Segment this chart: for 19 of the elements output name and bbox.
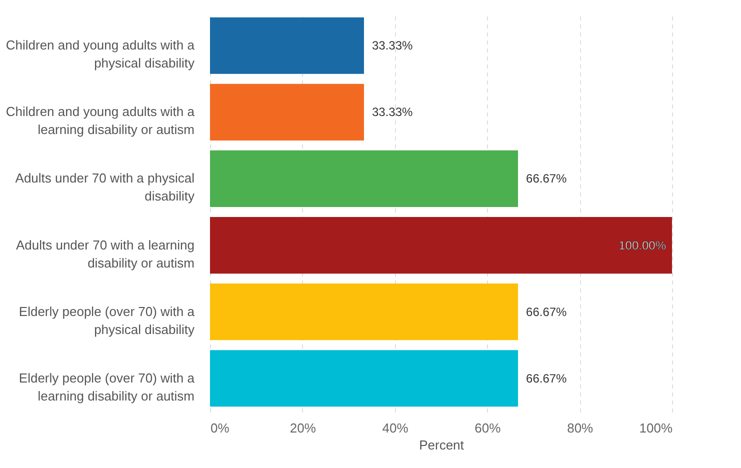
- y-tick-label: Adults under 70 with a learning disability or autism: [16, 237, 194, 270]
- x-tick-label: 60%: [474, 420, 502, 436]
- data-label: 66.67%: [526, 304, 568, 319]
- data-label: 100.00%: [618, 238, 666, 252]
- y-tick-label: Elderly people (over 70) with a physical disability: [18, 304, 196, 337]
- data-label: 66.67%: [526, 371, 568, 386]
- data-label: 33.33%: [372, 105, 414, 120]
- data-label: 66.67%: [526, 172, 568, 186]
- y-tick-label: Children and young adults with a learning disability or autism: [6, 104, 196, 138]
- data-label: 33.33%: [372, 38, 414, 53]
- y-tick-label: Children and young adults with a physical disability: [6, 38, 196, 71]
- y-tick-label: Adults under 70 with a physical disability: [15, 170, 195, 204]
- y-tick-label: Elderly people (over 70) with a learning disability or autism: [18, 370, 196, 404]
- x-tick-label: 0%: [210, 420, 230, 436]
- x-tick-label: 20%: [290, 420, 316, 436]
- x-axis-title: Percent: [419, 438, 464, 452]
- x-tick-label: 40%: [382, 420, 409, 436]
- x-tick-label: 80%: [567, 420, 594, 436]
- x-tick-label: 100%: [639, 420, 673, 436]
